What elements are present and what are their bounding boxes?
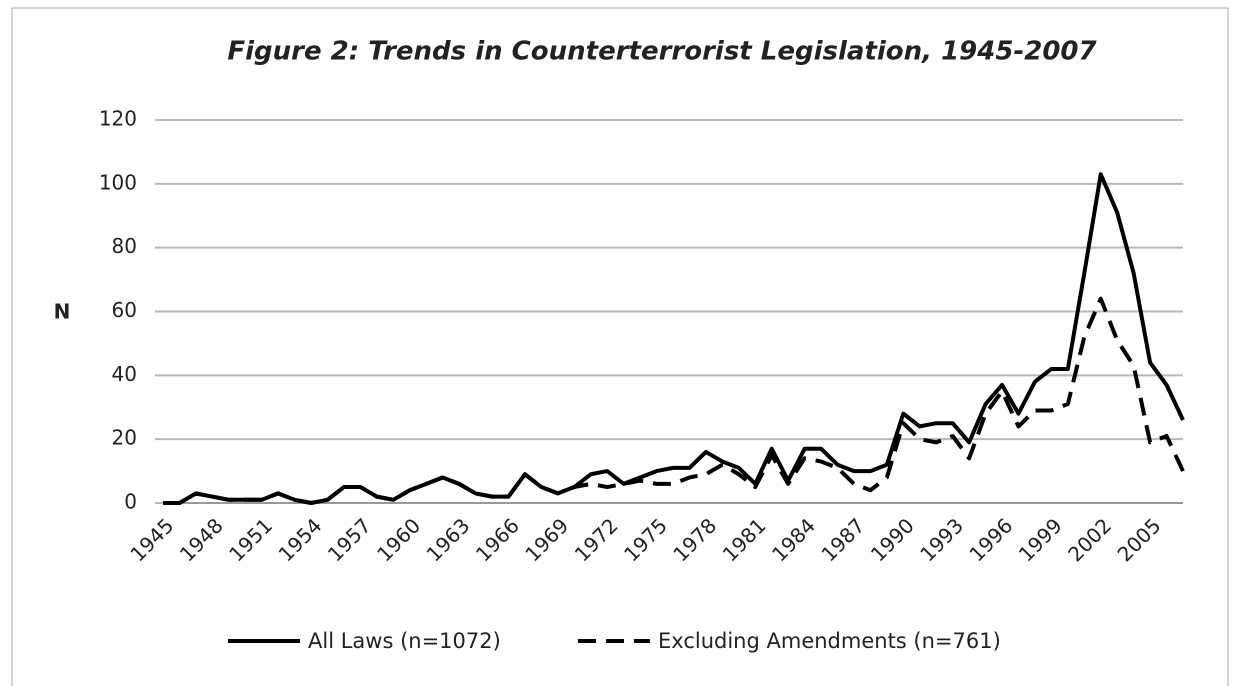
legend-label: All Laws (n=1072) (308, 629, 501, 653)
x-tick-label: 1978 (668, 513, 721, 566)
x-tick-label: 2002 (1063, 513, 1116, 566)
x-tick-label: 1960 (372, 513, 425, 566)
y-tick-label: 80 (112, 234, 137, 258)
y-tick-label: 0 (124, 490, 137, 514)
x-tick-label: 1951 (224, 513, 277, 566)
x-tick-label: 1975 (619, 513, 672, 566)
y-tick-label: 60 (112, 298, 137, 322)
x-tick-label: 1972 (570, 513, 623, 566)
x-tick-label: 1966 (471, 513, 524, 566)
x-tick-label: 1993 (915, 513, 968, 566)
x-tick-label: 1945 (125, 513, 178, 566)
chart-border (11, 7, 1229, 686)
x-tick-label: 1948 (175, 513, 228, 566)
x-tick-label: 1984 (767, 513, 820, 566)
x-tick-label: 1957 (323, 513, 376, 566)
x-tick-label: 1987 (816, 513, 869, 566)
x-tick-label: 1981 (718, 513, 771, 566)
x-tick-label: 2005 (1113, 513, 1166, 566)
y-tick-label: 100 (99, 170, 137, 194)
x-tick-label: 1996 (964, 513, 1017, 566)
x-tick-label: 1963 (422, 513, 475, 566)
y-tick-label: 120 (99, 107, 137, 131)
x-tick-label: 1999 (1014, 513, 1067, 566)
x-tick-label: 1969 (520, 513, 573, 566)
x-tick-label: 1954 (274, 513, 327, 566)
series-line (163, 296, 1185, 505)
y-tick-label: 20 (112, 426, 137, 450)
legend-label: Excluding Amendments (n=761) (658, 629, 1001, 653)
y-tick-label: 40 (112, 362, 137, 386)
x-tick-label: 1990 (866, 513, 919, 566)
chart-title: Figure 2: Trends in Counterterrorist Leg… (227, 37, 1097, 67)
y-axis-label: N (54, 300, 71, 324)
series-line (163, 172, 1185, 505)
